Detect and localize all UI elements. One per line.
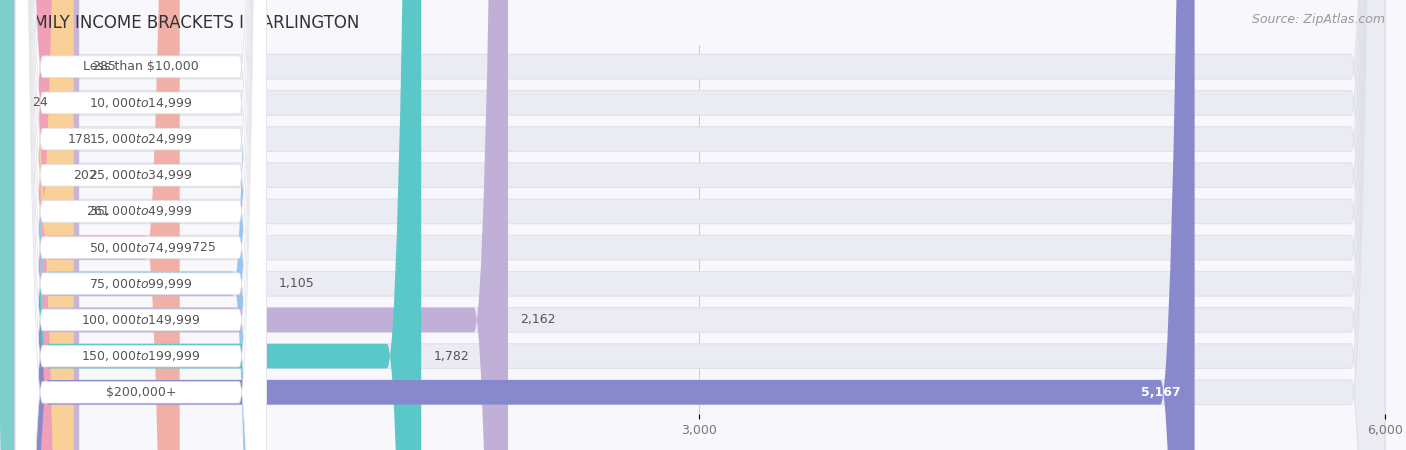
- Text: 261: 261: [86, 205, 110, 218]
- Text: Source: ZipAtlas.com: Source: ZipAtlas.com: [1251, 14, 1385, 27]
- Text: 1,782: 1,782: [434, 350, 470, 363]
- Text: $50,000 to $74,999: $50,000 to $74,999: [89, 241, 193, 255]
- FancyBboxPatch shape: [14, 0, 1385, 450]
- FancyBboxPatch shape: [14, 0, 1385, 450]
- FancyBboxPatch shape: [15, 0, 267, 450]
- FancyBboxPatch shape: [14, 0, 79, 450]
- FancyBboxPatch shape: [15, 0, 267, 450]
- FancyBboxPatch shape: [14, 0, 1385, 450]
- FancyBboxPatch shape: [15, 0, 267, 450]
- FancyBboxPatch shape: [15, 0, 267, 450]
- Text: $25,000 to $34,999: $25,000 to $34,999: [89, 168, 193, 182]
- Text: 725: 725: [193, 241, 217, 254]
- FancyBboxPatch shape: [14, 0, 1195, 450]
- FancyBboxPatch shape: [14, 0, 422, 450]
- FancyBboxPatch shape: [14, 0, 1385, 450]
- Text: $150,000 to $199,999: $150,000 to $199,999: [82, 349, 201, 363]
- FancyBboxPatch shape: [14, 0, 1385, 450]
- Text: 285: 285: [91, 60, 115, 73]
- FancyBboxPatch shape: [14, 0, 180, 450]
- FancyBboxPatch shape: [14, 0, 1385, 450]
- FancyBboxPatch shape: [14, 0, 1385, 450]
- Text: FAMILY INCOME BRACKETS IN ARLINGTON: FAMILY INCOME BRACKETS IN ARLINGTON: [14, 14, 360, 32]
- Text: $10,000 to $14,999: $10,000 to $14,999: [89, 96, 193, 110]
- Text: $75,000 to $99,999: $75,000 to $99,999: [89, 277, 193, 291]
- FancyBboxPatch shape: [15, 0, 267, 450]
- FancyBboxPatch shape: [15, 0, 267, 450]
- Text: 2,162: 2,162: [520, 314, 557, 326]
- FancyBboxPatch shape: [14, 0, 1385, 450]
- FancyBboxPatch shape: [0, 0, 48, 450]
- Text: 1,105: 1,105: [278, 277, 315, 290]
- FancyBboxPatch shape: [15, 0, 267, 450]
- FancyBboxPatch shape: [14, 0, 1385, 450]
- Text: 5,167: 5,167: [1142, 386, 1181, 399]
- FancyBboxPatch shape: [14, 0, 55, 450]
- Text: $200,000+: $200,000+: [105, 386, 176, 399]
- Text: 178: 178: [67, 133, 91, 145]
- Text: Less than $10,000: Less than $10,000: [83, 60, 198, 73]
- Text: 202: 202: [73, 169, 97, 182]
- FancyBboxPatch shape: [14, 0, 73, 450]
- Text: 24: 24: [32, 96, 48, 109]
- Text: $100,000 to $149,999: $100,000 to $149,999: [82, 313, 201, 327]
- FancyBboxPatch shape: [15, 0, 267, 450]
- FancyBboxPatch shape: [14, 0, 267, 450]
- Text: $35,000 to $49,999: $35,000 to $49,999: [89, 204, 193, 218]
- FancyBboxPatch shape: [15, 0, 267, 450]
- Text: $15,000 to $24,999: $15,000 to $24,999: [89, 132, 193, 146]
- FancyBboxPatch shape: [14, 0, 508, 450]
- FancyBboxPatch shape: [14, 0, 1385, 450]
- FancyBboxPatch shape: [15, 0, 267, 450]
- FancyBboxPatch shape: [14, 0, 60, 450]
